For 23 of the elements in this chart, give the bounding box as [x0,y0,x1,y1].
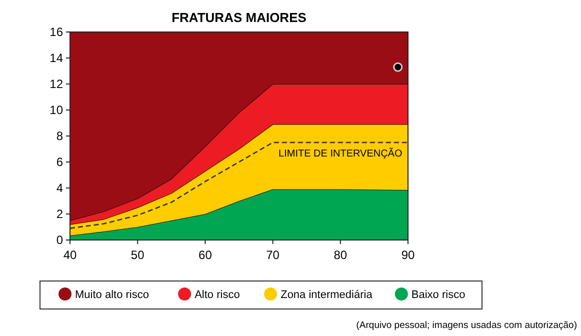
y-tick-label: 14 [50,51,64,65]
x-tick-label: 50 [130,248,145,262]
legend-label: Baixo risco [411,289,466,301]
chart-title: FRATURAS MAIORES [172,10,307,25]
x-tick-label: 40 [63,248,77,262]
y-tick-label: 10 [50,103,64,117]
y-tick-label: 4 [56,181,64,195]
y-tick-label: 2 [56,207,64,221]
legend-label: Alto risco [194,289,240,301]
y-tick-label: 6 [56,155,64,169]
x-tick-label: 70 [266,248,280,262]
legend-label: Muito alto risco [75,289,149,301]
y-tick-label: 12 [50,77,64,91]
text: (Arquivo pessoal; imagens usadas com autorização) [356,320,577,331]
y-tick-label: 8 [56,129,64,143]
x-tick-label: 80 [334,248,348,262]
line-series [69,142,409,229]
y-tick-label: 16 [50,25,64,39]
annotation: LIMITE DE INTERVENÇÃO [278,148,402,160]
x-tick-label: 90 [401,248,415,262]
x-tick-label: 60 [198,248,212,262]
y-tick-label: 0 [56,233,64,247]
legend-label: Zona intermediária [280,289,374,301]
